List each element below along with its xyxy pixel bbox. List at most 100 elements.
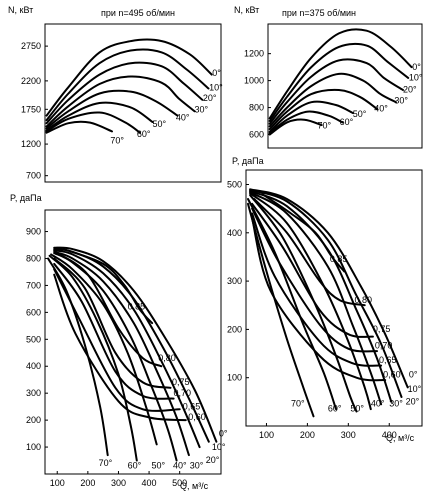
curve-label: 70° xyxy=(291,399,305,409)
curve-label: 60° xyxy=(128,461,142,471)
curve-70deg xyxy=(45,120,113,134)
curve-10deg xyxy=(249,189,403,398)
y-tick-label: 800 xyxy=(249,103,264,113)
curve-labels-pressure-495: 0° 10° 20°30°40° 50° 60° 70° 0,85 0,80 0,750,70 0… xyxy=(99,302,228,471)
curve-label: 40° xyxy=(374,104,388,114)
efficiency-line-0-65 xyxy=(53,268,181,412)
efficiency-line-0-75 xyxy=(53,257,172,389)
curve-label: 0,60 xyxy=(188,412,206,422)
plot-frame-pressure-375 xyxy=(245,169,423,427)
x-tick-labels-pressure-495: 100 200 300 400 500 xyxy=(50,471,187,488)
curve-20deg xyxy=(249,190,393,403)
curve-label: 20° xyxy=(206,455,220,465)
curve-label: 0° xyxy=(219,428,228,438)
curve-20deg xyxy=(45,61,204,125)
curve-20deg xyxy=(268,58,404,125)
efficiency-line-0-80 xyxy=(253,198,366,307)
curve-label: 20° xyxy=(403,85,417,95)
x-tick-label: 100 xyxy=(50,478,65,488)
x-axis-label-pressure-375: Q, м³/с xyxy=(386,433,415,443)
power-chart-495: при n=495 об/мин N, кВт 2750 2200 1750 1200… xyxy=(8,5,223,183)
curve-label: 0,85 xyxy=(128,302,146,312)
curve-30deg xyxy=(53,250,190,457)
curve-70deg xyxy=(268,118,323,136)
curve-label: 50° xyxy=(353,109,367,119)
y-tick-label: 800 xyxy=(26,253,41,263)
curve-label: 0,70 xyxy=(375,341,393,351)
efficiency-lines-pressure-375 xyxy=(251,193,387,382)
curve-labels-power-495: 0° 10°20°30° 40° 50°60° 70° xyxy=(110,68,223,146)
curve-label: 0,65 xyxy=(379,355,397,365)
y-tick-label: 700 xyxy=(26,280,41,290)
plot-frame-power-375 xyxy=(267,23,423,149)
curve-label: 0,65 xyxy=(183,401,201,411)
curve-label: 30° xyxy=(195,104,209,114)
curve-label: 10° xyxy=(212,442,226,452)
curve-label: 0° xyxy=(412,62,421,72)
efficiency-line-0-60 xyxy=(53,273,187,422)
y-tick-labels-pressure-495: 900 800 700 600 500 400 300 200 100 xyxy=(26,227,48,452)
curve-label: 40° xyxy=(371,399,385,409)
y-tick-label: 700 xyxy=(26,171,41,181)
efficiency-lines-pressure-495 xyxy=(53,248,187,422)
curve-label: 0,80 xyxy=(354,295,372,305)
pressure-chart-495: P, даПа 900 800 700 600 500 400 300 200 100 100 2… xyxy=(10,193,228,491)
curve-label: 0,85 xyxy=(330,254,348,264)
y-tick-label: 2750 xyxy=(21,41,41,51)
curve-70deg xyxy=(247,202,315,418)
curve-20deg xyxy=(53,249,201,449)
curve-label: 20° xyxy=(406,396,420,406)
y-tick-label: 300 xyxy=(227,276,242,286)
curve-label: 70° xyxy=(99,458,113,468)
x-tick-labels-pressure-375: 100 200 300 400 xyxy=(259,423,397,440)
y-tick-label: 1000 xyxy=(244,76,264,86)
efficiency-line-0-70 xyxy=(251,207,378,353)
curve-40deg xyxy=(249,192,372,411)
curve-60deg xyxy=(48,254,138,462)
y-tick-label: 400 xyxy=(26,361,41,371)
curves-power-375 xyxy=(268,28,413,136)
curve-0deg xyxy=(45,38,213,117)
curve-30deg xyxy=(268,72,397,128)
x-tick-label: 400 xyxy=(142,478,157,488)
x-tick-label: 200 xyxy=(80,478,95,488)
y-tick-label: 200 xyxy=(227,324,242,334)
plot-frame-pressure-495 xyxy=(44,209,222,475)
curve-label: 40° xyxy=(173,461,187,471)
curve-0deg xyxy=(53,246,218,443)
curve-30deg xyxy=(45,75,196,128)
y-tick-label: 400 xyxy=(227,228,242,238)
curve-10deg xyxy=(45,48,210,122)
curve-50deg xyxy=(249,194,358,413)
y-tick-label: 1200 xyxy=(244,49,264,59)
curve-label: 50° xyxy=(152,119,166,129)
curve-labels-power-375: 0°10° 20°30° 40° 50°60° 70° xyxy=(317,62,422,131)
y-tick-label: 100 xyxy=(227,373,242,383)
y-axis-label-power-495: N, кВт xyxy=(8,5,33,15)
curve-label: 0,75 xyxy=(172,377,190,387)
curve-label: 30° xyxy=(389,399,403,409)
y-tick-label: 500 xyxy=(26,334,41,344)
x-axis-label-pressure-495: Q, м³/с xyxy=(180,481,209,491)
curves-power-495 xyxy=(45,38,213,134)
curve-0deg xyxy=(268,28,413,120)
plot-frame-power-495 xyxy=(44,23,222,183)
y-tick-label: 1200 xyxy=(21,139,41,149)
curve-label: 20° xyxy=(203,93,217,103)
curve-label: 70° xyxy=(110,135,124,145)
curve-label: 60° xyxy=(340,117,354,127)
y-tick-label: 600 xyxy=(26,307,41,317)
x-tick-label: 400 xyxy=(382,430,397,440)
curves-pressure-495 xyxy=(47,246,218,462)
curve-50deg xyxy=(268,100,354,133)
curve-label: 10° xyxy=(408,384,422,394)
efficiency-line-0-85 xyxy=(62,248,154,325)
curve-label: 10° xyxy=(409,73,423,83)
curve-label: 0,60 xyxy=(383,370,401,380)
efficiency-line-0-75 xyxy=(251,202,374,338)
chart-title-495: при n=495 об/мин xyxy=(101,8,175,18)
power-chart-375: при n=375 об/мин N, кВт 1200 1000 800 600 0… xyxy=(234,5,423,149)
efficiency-line-0-80 xyxy=(56,252,163,368)
curve-0deg xyxy=(249,188,409,389)
